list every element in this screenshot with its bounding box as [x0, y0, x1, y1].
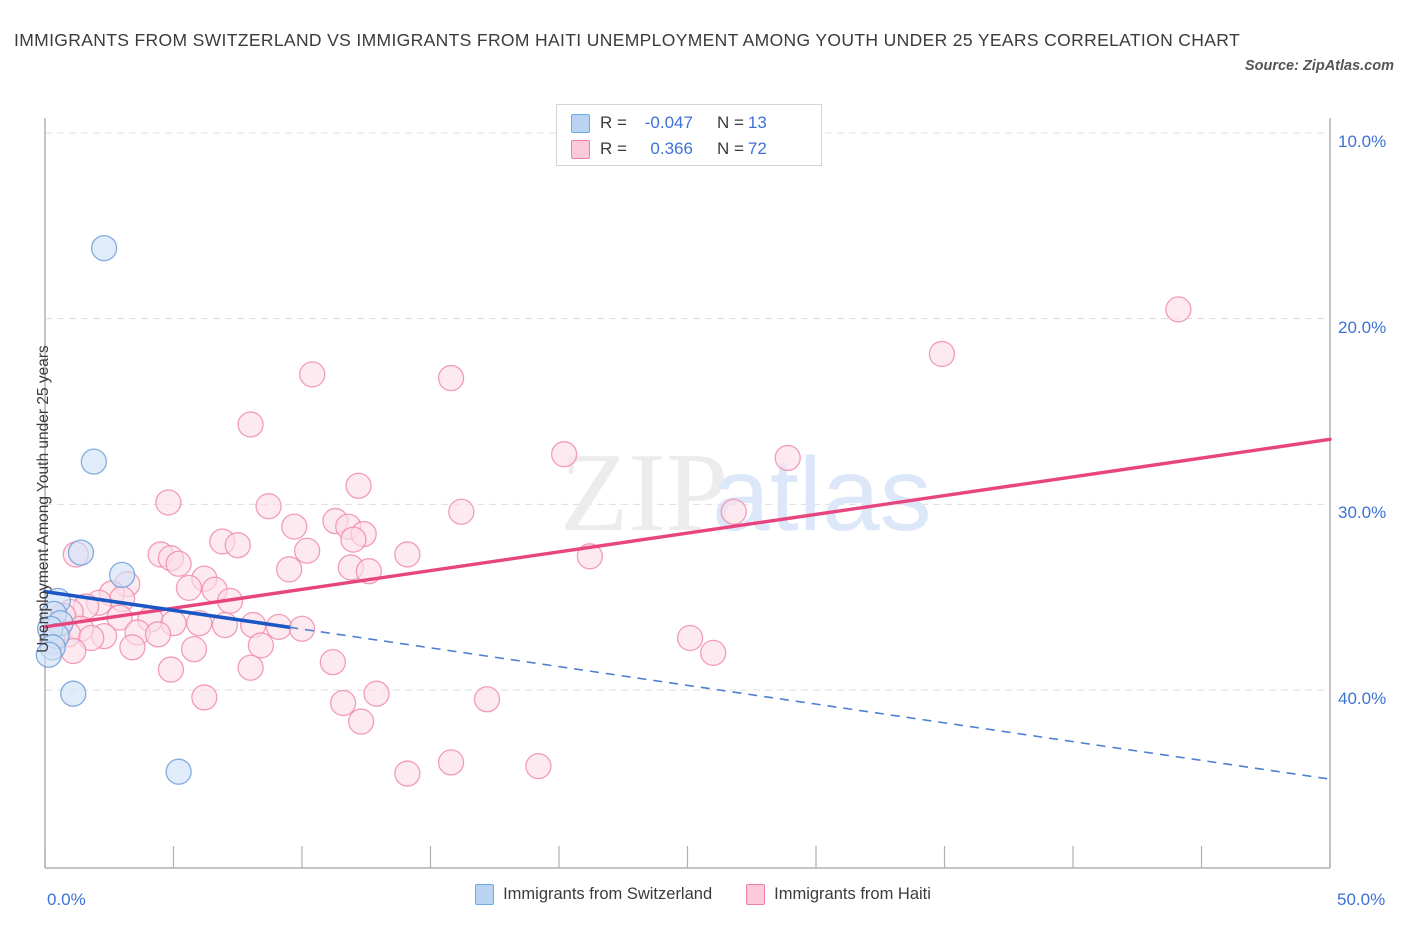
correlation-stats-legend: R = -0.047 N = 13 R = 0.366 N = 72 — [556, 104, 822, 166]
trend-lines — [43, 437, 1332, 780]
legend-label-switzerland: Immigrants from Switzerland — [503, 885, 713, 903]
y-axis-tick-label: 30.0% — [1338, 503, 1387, 523]
x-axis-min-label: 0.0% — [47, 890, 86, 909]
r-label: R = — [600, 139, 627, 158]
y-axis-title: Unemployment Among Youth under 25 years — [35, 345, 52, 653]
y-axis-tick-label: 10.0% — [1338, 132, 1387, 151]
legend-item-haiti[interactable]: Immigrants from Haiti — [746, 884, 931, 905]
legend-item-switzerland[interactable]: Immigrants from Switzerland — [475, 884, 712, 905]
chart-header: IMMIGRANTS FROM SWITZERLAND VS IMMIGRANT… — [0, 0, 1406, 100]
n-value: 72 — [747, 139, 767, 158]
r-label: R = — [600, 113, 627, 132]
x-axis-ticks — [44, 846, 1331, 868]
legend-swatch-switzerland-icon — [475, 884, 495, 905]
stat-row-switzerland: R = -0.047 N = 13 — [571, 110, 811, 136]
n-value: 13 — [747, 113, 767, 132]
n-label: N = — [716, 113, 744, 132]
y-axis-tick-label: 40.0% — [1338, 689, 1387, 708]
legend-swatch-haiti-icon — [746, 884, 766, 905]
watermark-zip: ZIP — [560, 431, 728, 555]
stat-row-haiti: R = 0.366 N = 72 — [571, 136, 811, 162]
source-label: Source: ZipAtlas.com — [1244, 58, 1394, 74]
x-axis-max-label: 50.0% — [1337, 890, 1386, 909]
swatch-switzerland-icon — [571, 113, 590, 133]
r-value: -0.047 — [644, 113, 693, 132]
legend-label-haiti: Immigrants from Haiti — [774, 885, 931, 903]
watermark-atlas: atlas — [712, 437, 932, 553]
page-title: IMMIGRANTS FROM SWITZERLAND VS IMMIGRANT… — [14, 30, 1241, 50]
n-label: N = — [716, 139, 744, 158]
y-axis-tick-label: 20.0% — [1338, 317, 1387, 337]
r-value: 0.366 — [650, 139, 693, 158]
watermark: ZIP atlas — [560, 431, 932, 555]
series-legend: Immigrants from Switzerland Immigrants f… — [0, 884, 1406, 905]
swatch-haiti-icon — [571, 139, 590, 159]
